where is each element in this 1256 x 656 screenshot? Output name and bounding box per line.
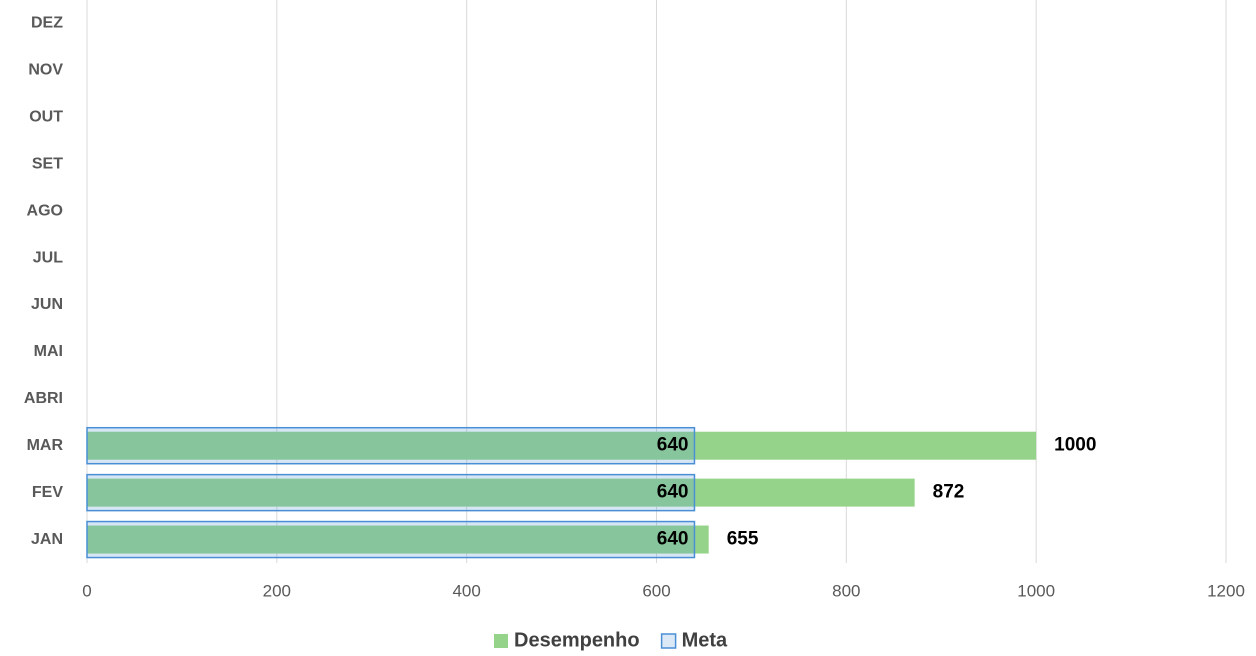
y-tick-label: MAI <box>34 343 63 360</box>
x-tick-label: 1200 <box>1207 581 1245 600</box>
y-tick-label: OUT <box>29 109 63 126</box>
x-tick-label: 800 <box>832 581 860 600</box>
data-label: 640 <box>657 482 689 503</box>
target-bar <box>87 522 694 558</box>
chart: 0 200 400 600 800 1000 1200 JAN FEV MAR ABRI MAI JUN… <box>0 0 1256 656</box>
x-tick-label: 200 <box>263 581 291 600</box>
data-label: 872 <box>933 482 965 503</box>
legend-label: Desempenho <box>514 629 640 651</box>
data-label: 640 <box>657 529 689 550</box>
y-tick-label: SET <box>32 155 63 172</box>
y-tick-label: DEZ <box>31 15 63 32</box>
legend-swatch <box>494 634 508 648</box>
x-tick-label: 1000 <box>1017 581 1055 600</box>
target-bar <box>87 428 694 464</box>
data-label: 640 <box>657 435 689 456</box>
y-tick-label: AGO <box>27 202 63 219</box>
data-label: 1000 <box>1054 435 1096 456</box>
x-tick-label: 600 <box>642 581 670 600</box>
x-tick-label: 0 <box>82 581 91 600</box>
y-tick-label: JUN <box>31 296 63 313</box>
y-tick-label: MAR <box>27 437 64 454</box>
legend-label: Meta <box>682 629 728 651</box>
legend-swatch <box>662 634 676 648</box>
x-tick-label: 400 <box>452 581 480 600</box>
y-tick-label: NOV <box>28 62 63 79</box>
y-tick-label: JUL <box>33 249 63 266</box>
target-bar <box>87 475 694 511</box>
y-tick-label: ABRI <box>24 390 63 407</box>
y-tick-label: FEV <box>32 484 63 501</box>
data-label: 655 <box>727 529 759 550</box>
y-tick-label: JAN <box>31 531 63 548</box>
